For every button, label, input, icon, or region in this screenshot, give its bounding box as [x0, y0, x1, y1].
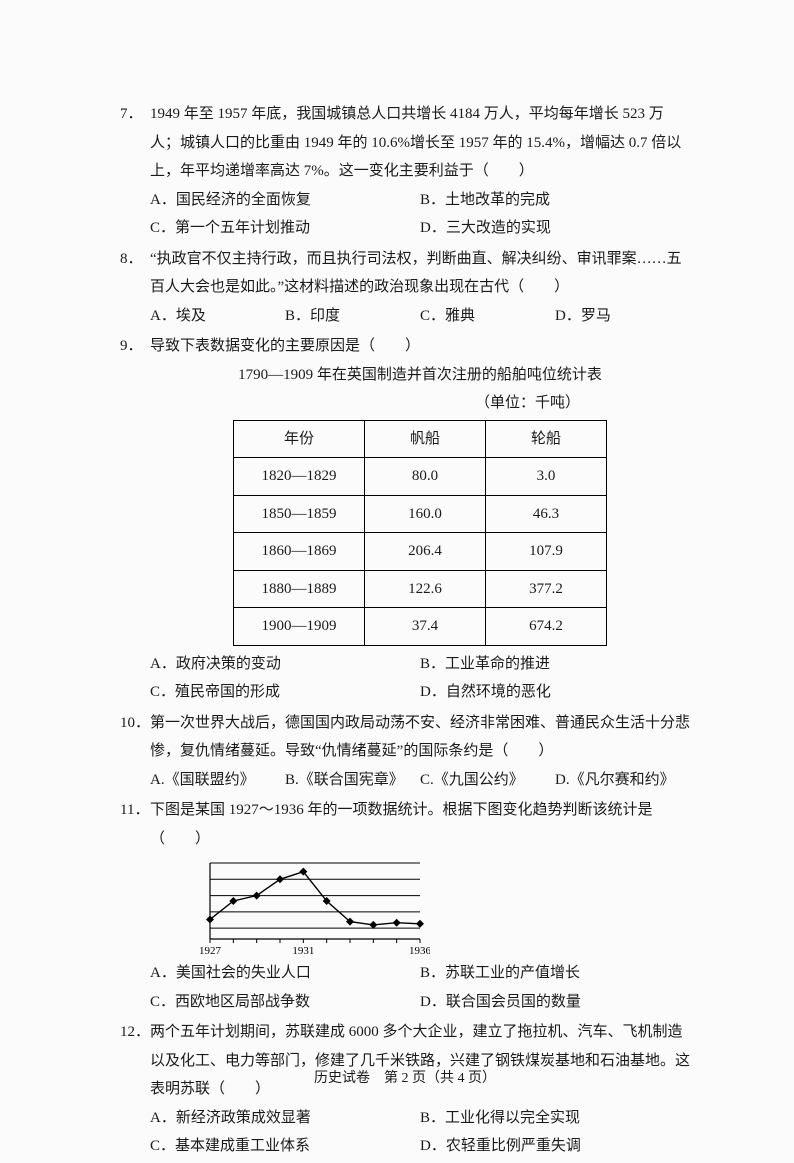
svg-text:1927: 1927 [200, 945, 222, 957]
options: A．国民经济的全面恢复 B．土地改革的完成 C．第一个五年计划推动 D．三大改造… [150, 186, 690, 243]
question-body: 导致下表数据变化的主要原因是（ ） 1790—1909 年在英国制造并首次注册的… [150, 332, 690, 707]
table-cell: 80.0 [365, 458, 486, 496]
question-number: 10． [120, 709, 150, 795]
option-c: C．雅典 [420, 302, 555, 331]
question-number: 7． [120, 100, 150, 243]
option-b: B．工业化得以完全实现 [420, 1104, 690, 1133]
option-d: D．农轻重比例严重失调 [420, 1132, 690, 1161]
option-c: C．殖民帝国的形成 [150, 678, 420, 707]
question-number: 8． [120, 245, 150, 331]
option-b: B.《联合国宪章》 [285, 766, 420, 795]
chart-svg: 1927 1931 1936 [200, 857, 430, 957]
option-a: A．政府决策的变动 [150, 650, 420, 679]
table-cell: 3.0 [486, 458, 607, 496]
option-d: D．罗马 [555, 302, 690, 331]
table-row: 1860—1869 206.4 107.9 [234, 533, 607, 571]
option-a: A.《国联盟约》 [150, 766, 285, 795]
question-text: “执政官不仅主持行政，而且执行司法权，判断曲直、解决纠纷、审讯罪案……五百人大会… [150, 245, 690, 302]
table-cell: 674.2 [486, 608, 607, 646]
question-number: 11． [120, 796, 150, 1016]
table-cell: 37.4 [365, 608, 486, 646]
table-row: 年份 帆船 轮船 [234, 420, 607, 458]
table-title: 1790—1909 年在英国制造并首次注册的船舶吨位统计表 [150, 361, 690, 390]
question-text: 导致下表数据变化的主要原因是（ ） [150, 332, 690, 361]
table-row: 1850—1859 160.0 46.3 [234, 495, 607, 533]
option-a: A．埃及 [150, 302, 285, 331]
table-row: 1900—1909 37.4 674.2 [234, 608, 607, 646]
question-8: 8． “执政官不仅主持行政，而且执行司法权，判断曲直、解决纠纷、审讯罪案……五百… [120, 245, 690, 331]
table-cell: 1880—1889 [234, 570, 365, 608]
question-body: 下图是某国 1927～1936 年的一项数据统计。根据下图变化趋势判断该统计是（… [150, 796, 690, 1016]
table-cell: 206.4 [365, 533, 486, 571]
option-c: C．第一个五年计划推动 [150, 214, 420, 243]
line-chart: 1927 1931 1936 [200, 857, 440, 957]
option-b: B．土地改革的完成 [420, 186, 690, 215]
question-9: 9． 导致下表数据变化的主要原因是（ ） 1790—1909 年在英国制造并首次… [120, 332, 690, 707]
table-cell: 1900—1909 [234, 608, 365, 646]
table-header: 帆船 [365, 420, 486, 458]
table-row: 1820—1829 80.0 3.0 [234, 458, 607, 496]
svg-text:1931: 1931 [292, 945, 314, 957]
table-cell: 107.9 [486, 533, 607, 571]
table-unit: （单位：千吨） [150, 389, 580, 418]
option-d: D．三大改造的实现 [420, 214, 690, 243]
table-header: 年份 [234, 420, 365, 458]
table-cell: 1860—1869 [234, 533, 365, 571]
table-cell: 1850—1859 [234, 495, 365, 533]
question-text: 1949 年至 1957 年底，我国城镇总人口共增长 4184 万人，平均每年增… [150, 100, 690, 186]
question-7: 7． 1949 年至 1957 年底，我国城镇总人口共增长 4184 万人，平均… [120, 100, 690, 243]
exam-page: 7． 1949 年至 1957 年底，我国城镇总人口共增长 4184 万人，平均… [120, 100, 690, 1163]
options: A.《国联盟约》 B.《联合国宪章》 C.《九国公约》 D.《凡尔赛和约》 [150, 766, 690, 795]
option-c: C．基本建成重工业体系 [150, 1132, 420, 1161]
question-number: 9． [120, 332, 150, 707]
table-cell: 122.6 [365, 570, 486, 608]
question-body: 1949 年至 1957 年底，我国城镇总人口共增长 4184 万人，平均每年增… [150, 100, 690, 243]
options: A．埃及 B．印度 C．雅典 D．罗马 [150, 302, 690, 331]
ship-tonnage-table: 年份 帆船 轮船 1820—1829 80.0 3.0 1850—1859 16… [233, 420, 607, 646]
question-body: 第一次世界大战后，德国国内政局动荡不安、经济非常困难、普通民众生活十分悲惨，复仇… [150, 709, 690, 795]
question-text: 下图是某国 1927～1936 年的一项数据统计。根据下图变化趋势判断该统计是（… [150, 796, 690, 853]
question-text: 第一次世界大战后，德国国内政局动荡不安、经济非常困难、普通民众生活十分悲惨，复仇… [150, 709, 690, 766]
table-cell: 46.3 [486, 495, 607, 533]
options: A．新经济政策成效显著 B．工业化得以完全实现 C．基本建成重工业体系 D．农轻… [150, 1104, 690, 1161]
table-row: 1880—1889 122.6 377.2 [234, 570, 607, 608]
page-footer: 历史试卷 第 2 页（共 4 页） [120, 1066, 690, 1093]
svg-text:1936: 1936 [409, 945, 430, 957]
option-b: B．苏联工业的产值增长 [420, 959, 690, 988]
option-a: A．国民经济的全面恢复 [150, 186, 420, 215]
table-cell: 160.0 [365, 495, 486, 533]
question-11: 11． 下图是某国 1927～1936 年的一项数据统计。根据下图变化趋势判断该… [120, 796, 690, 1016]
option-b: B．工业革命的推进 [420, 650, 690, 679]
option-b: B．印度 [285, 302, 420, 331]
table-cell: 1820—1829 [234, 458, 365, 496]
table-header: 轮船 [486, 420, 607, 458]
option-c: C．西欧地区局部战争数 [150, 988, 420, 1017]
options: A．政府决策的变动 B．工业革命的推进 C．殖民帝国的形成 D．自然环境的恶化 [150, 650, 690, 707]
question-10: 10． 第一次世界大战后，德国国内政局动荡不安、经济非常困难、普通民众生活十分悲… [120, 709, 690, 795]
option-c: C.《九国公约》 [420, 766, 555, 795]
options: A．美国社会的失业人口 B．苏联工业的产值增长 C．西欧地区局部战争数 D．联合… [150, 959, 690, 1016]
option-d: D.《凡尔赛和约》 [555, 766, 690, 795]
option-a: A．新经济政策成效显著 [150, 1104, 420, 1133]
option-d: D．自然环境的恶化 [420, 678, 690, 707]
table-cell: 377.2 [486, 570, 607, 608]
option-d: D．联合国会员国的数量 [420, 988, 690, 1017]
option-a: A．美国社会的失业人口 [150, 959, 420, 988]
question-body: “执政官不仅主持行政，而且执行司法权，判断曲直、解决纠纷、审讯罪案……五百人大会… [150, 245, 690, 331]
